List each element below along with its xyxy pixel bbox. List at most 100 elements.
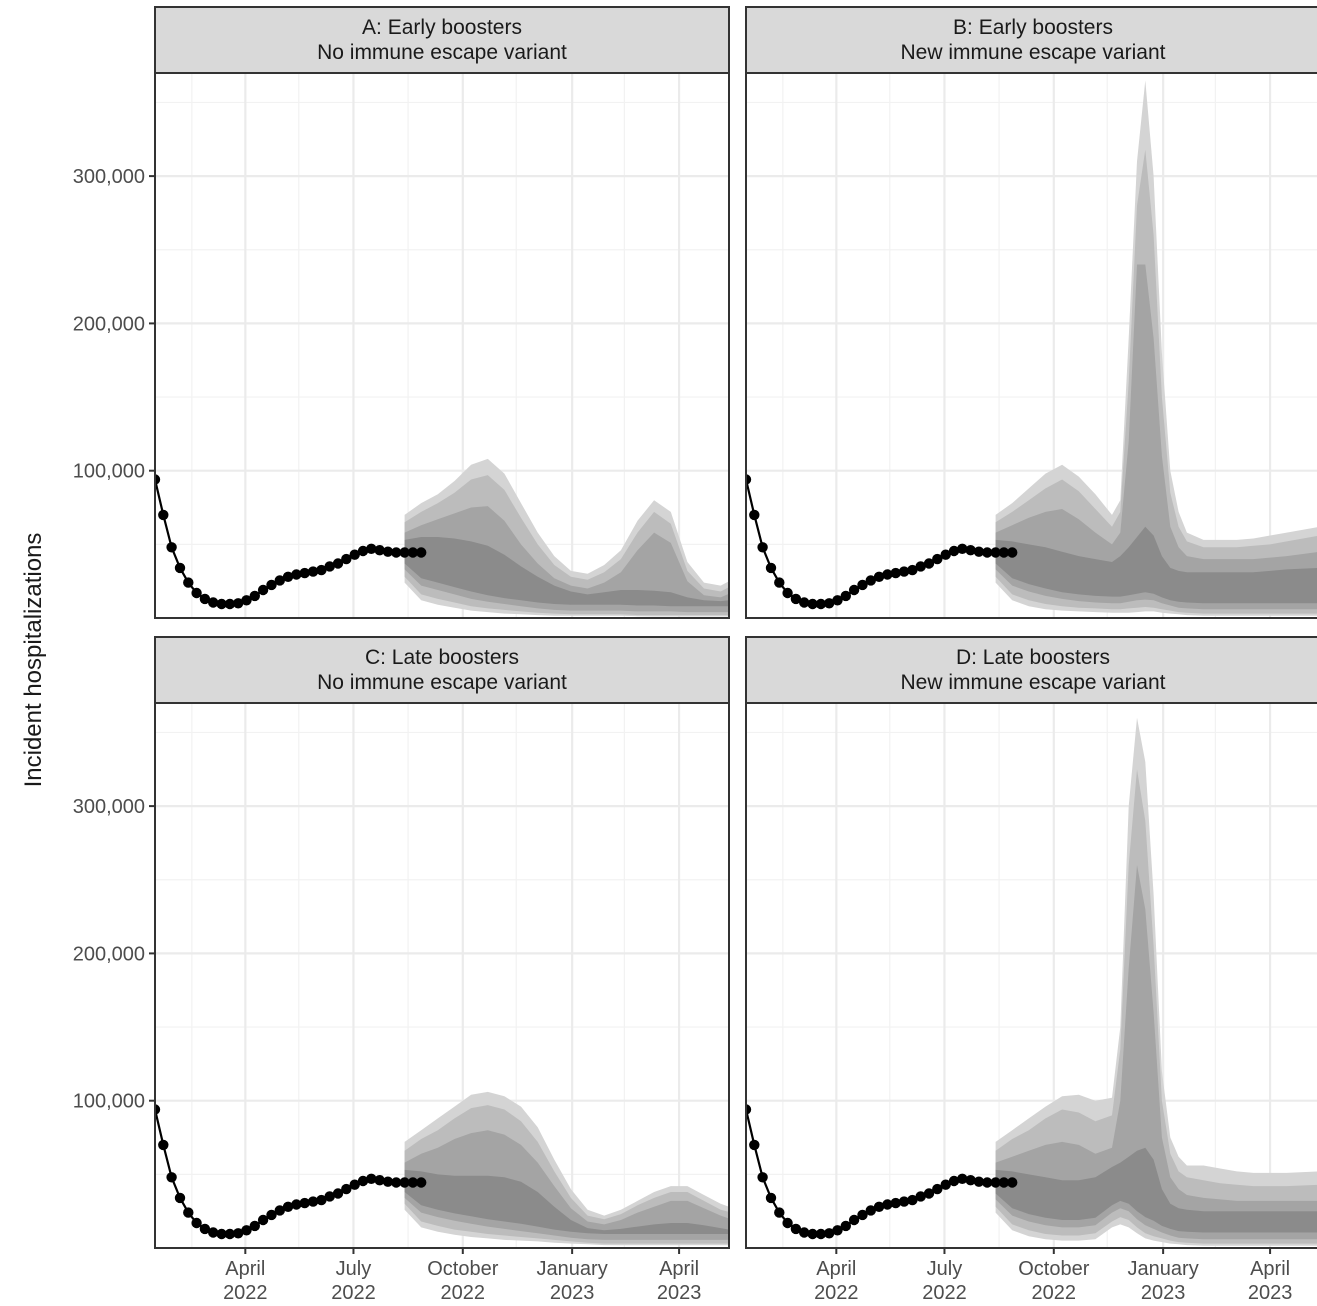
observed-point: [915, 561, 926, 572]
observed-point: [857, 579, 868, 591]
observed-point: [307, 566, 319, 577]
observed-point: [832, 595, 843, 606]
observed-point: [191, 587, 202, 599]
projection-band-2: [995, 769, 1317, 1244]
observed-point: [807, 598, 818, 610]
facet-subtitle: No immune escape variant: [317, 41, 567, 64]
x-tick-label: 2023: [1141, 1282, 1186, 1304]
observed-point: [932, 1183, 943, 1195]
observed-point: [982, 547, 993, 558]
observed-point: [774, 1207, 785, 1218]
x-tick-label: April: [225, 1258, 265, 1280]
observed-point: [882, 1199, 893, 1210]
observed-point: [840, 590, 851, 602]
observed-point: [241, 1225, 252, 1236]
observed-point: [782, 587, 793, 599]
observed-point: [932, 553, 943, 565]
observed-point: [224, 598, 236, 610]
observed-point: [957, 1173, 968, 1185]
observed-point: [757, 542, 768, 553]
projection-band-4: [995, 526, 1317, 604]
observed-point: [191, 1217, 202, 1229]
observed-point: [790, 593, 802, 605]
observed-point: [965, 1175, 976, 1186]
observed-point: [266, 1209, 277, 1221]
observed-point: [266, 579, 277, 591]
projection-band-3: [995, 865, 1317, 1240]
observed-point: [824, 598, 835, 609]
observed-point: [965, 545, 976, 556]
observed-point: [407, 547, 419, 558]
observed-point: [199, 593, 211, 605]
observed-point: [749, 509, 760, 521]
observed-point: [174, 562, 186, 574]
observed-series: [746, 474, 1018, 610]
observed-point: [815, 1228, 827, 1240]
x-tick-label: 2022: [331, 1282, 376, 1304]
observed-point: [873, 1201, 885, 1213]
x-tick-label: 2023: [657, 1282, 702, 1304]
x-tick-label: April: [816, 1258, 856, 1280]
observed-point: [199, 1223, 211, 1235]
observed-point: [765, 562, 777, 574]
observed-point: [898, 566, 910, 577]
observed-point: [216, 1228, 227, 1240]
observed-point: [158, 1139, 169, 1151]
observed-point: [749, 1139, 760, 1151]
facet-title: B: Early boosters: [953, 16, 1113, 39]
observed-point: [898, 1196, 910, 1207]
observed-point: [382, 546, 394, 557]
observed-point: [158, 509, 169, 521]
observed-point: [757, 1172, 768, 1183]
observed-point: [973, 546, 985, 557]
observed-point: [341, 1183, 352, 1195]
observed-point: [332, 1188, 344, 1199]
observed-point: [890, 567, 901, 579]
x-tick-label: 2022: [441, 1282, 486, 1304]
observed-point: [948, 545, 960, 557]
observed-point: [790, 1223, 802, 1235]
observed-point: [990, 547, 1001, 558]
observed-point: [774, 577, 785, 588]
projection-bands: [404, 458, 729, 617]
y-tick-label: 100,000: [73, 461, 145, 483]
observed-point: [782, 1217, 793, 1229]
observed-point: [299, 1197, 310, 1209]
facet-strip: [745, 6, 1317, 74]
facet-title: A: Early boosters: [362, 16, 522, 39]
observed-point: [183, 1207, 194, 1218]
observed-point: [155, 474, 161, 485]
facet-subtitle: New immune escape variant: [901, 41, 1166, 64]
observed-point: [1007, 1177, 1018, 1188]
observed-point: [990, 1177, 1001, 1188]
observed-point: [208, 597, 219, 608]
observed-point: [799, 1227, 810, 1238]
observed-point: [832, 1225, 843, 1236]
observed-point: [174, 1192, 186, 1204]
x-tick-label: 2022: [223, 1282, 268, 1304]
observed-point: [208, 1227, 219, 1238]
facet-strip: [745, 636, 1317, 704]
observed-point: [416, 547, 427, 558]
observed-point: [282, 571, 294, 582]
observed-point: [907, 564, 918, 576]
y-axis-label: Incident hospitalizations: [20, 533, 47, 788]
observed-point: [948, 1175, 960, 1187]
observed-point: [233, 1228, 244, 1239]
observed-point: [341, 553, 352, 565]
observed-point: [399, 547, 410, 558]
observed-point: [366, 1173, 377, 1185]
observed-point: [824, 1228, 835, 1239]
observed-point: [257, 1214, 269, 1226]
observed-point: [907, 1194, 918, 1206]
facet-subtitle: New immune escape variant: [901, 671, 1166, 694]
projection-band-4: [995, 1147, 1317, 1233]
observed-point: [865, 1205, 876, 1216]
observed-point: [848, 584, 860, 596]
x-tick-label: 2022: [1032, 1282, 1077, 1304]
x-tick-label: October: [1018, 1258, 1089, 1280]
